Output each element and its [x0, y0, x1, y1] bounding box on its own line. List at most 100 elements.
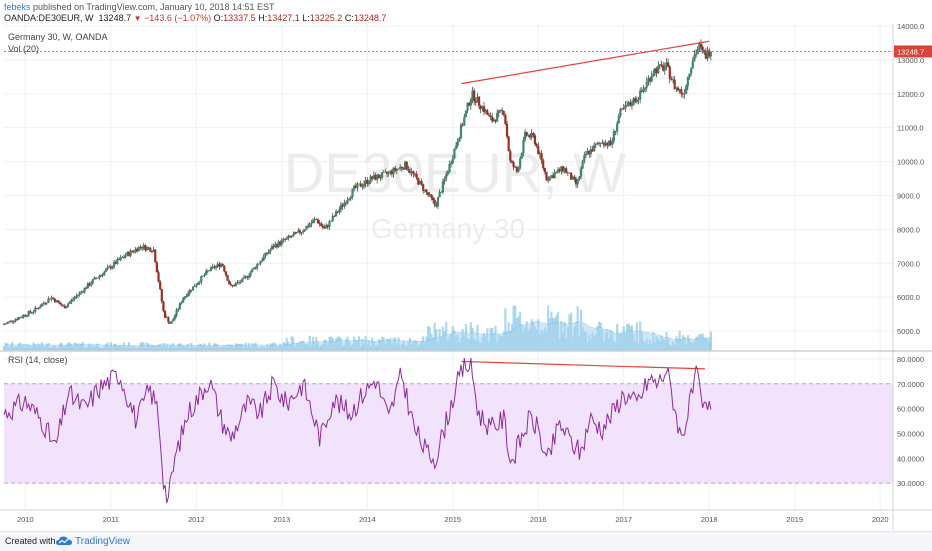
candle-body: [678, 89, 681, 91]
candle-body: [537, 145, 540, 155]
candle-body: [566, 172, 569, 174]
close-value: 13248.7: [353, 13, 387, 23]
candle-body: [389, 170, 392, 173]
candle-body: [191, 286, 195, 291]
volume-label[interactable]: Vol (20): [8, 44, 39, 54]
candle-body: [594, 144, 597, 146]
candle-body: [579, 168, 583, 177]
candle-body: [395, 169, 398, 171]
candle-body: [113, 261, 116, 267]
candle-body: [374, 175, 377, 180]
candle-body: [436, 197, 440, 207]
candle-body: [308, 224, 311, 227]
candle-body: [285, 238, 288, 240]
candle-body: [25, 315, 29, 317]
candle-body: [647, 78, 650, 82]
candle-body: [565, 168, 568, 173]
candle-body: [376, 174, 379, 180]
trendlines[interactable]: [461, 40, 710, 370]
candle-body: [338, 209, 341, 213]
author-link[interactable]: febeks: [4, 2, 31, 12]
price-panel-title[interactable]: Germany 30, W, OANDA: [8, 32, 108, 42]
candle-body: [14, 319, 17, 322]
candle-body: [109, 266, 112, 269]
candle-body: [404, 161, 407, 170]
time-tick-label: 2010: [17, 515, 34, 524]
price-candles: [2, 39, 712, 326]
candle-body: [117, 259, 121, 260]
candle-body: [114, 261, 117, 264]
candle-body: [563, 168, 566, 172]
candle-body: [694, 53, 698, 56]
candle-body: [170, 321, 173, 324]
candle-body: [330, 220, 333, 222]
candle-body: [685, 85, 688, 94]
candle-body: [35, 307, 38, 309]
candle-body: [229, 284, 232, 286]
candle-body: [361, 186, 364, 188]
price-tick-label: 10000.0: [897, 158, 924, 167]
candle-body: [640, 90, 643, 92]
volume-bar: [512, 305, 515, 350]
candle-body: [482, 106, 486, 113]
candle-body: [67, 303, 70, 307]
candle-body: [214, 266, 218, 269]
candle-body: [425, 189, 428, 193]
candle-body: [249, 272, 252, 276]
candle-body: [152, 249, 155, 252]
candle-body: [160, 289, 163, 302]
candle-body: [252, 267, 255, 269]
candle-body: [310, 222, 313, 225]
candle-body: [367, 182, 371, 184]
price-tick-label: 14000.0: [897, 24, 924, 31]
candle-body: [53, 299, 57, 303]
rsi-line: [3, 358, 712, 503]
volume-bar: [504, 308, 507, 350]
candle-body: [504, 114, 507, 124]
candle-body: [277, 241, 280, 248]
candle-body: [699, 43, 703, 47]
candle-body: [453, 148, 456, 159]
chart-canvas[interactable]: DE30EUR, W Germany 30 14000.013000.01200…: [0, 24, 932, 531]
candle-body: [163, 311, 167, 318]
rsi-panel-title[interactable]: RSI (14, close): [8, 355, 68, 365]
tradingview-brand-link[interactable]: TradingView: [75, 536, 131, 547]
candle-body: [556, 169, 560, 172]
candle-body: [454, 145, 458, 149]
symbol-label[interactable]: OANDA:DE30EUR, W: [4, 13, 94, 23]
candle-body: [343, 202, 346, 207]
candle-body: [29, 311, 32, 313]
candle-body: [339, 204, 343, 210]
candle-body: [701, 46, 704, 50]
candle-body: [602, 143, 606, 146]
candle-body: [228, 280, 231, 285]
candle-body: [423, 189, 426, 191]
candle-body: [19, 317, 22, 319]
candle-body: [543, 167, 546, 172]
candle-body: [473, 90, 476, 102]
price-tick-label: 12000.0: [897, 90, 924, 99]
candle-body: [172, 318, 175, 322]
candle-body: [193, 286, 196, 288]
price-tick-label: 6000.0: [897, 293, 920, 302]
candle-body: [499, 109, 502, 111]
candle-body: [709, 51, 712, 57]
candle-body: [47, 298, 50, 303]
candle-body: [63, 305, 66, 309]
candle-body: [514, 167, 517, 168]
candle-body: [500, 109, 504, 111]
volume-bar: [290, 336, 293, 350]
candle-body: [550, 175, 553, 177]
candle-body: [22, 314, 25, 318]
candle-body: [280, 240, 283, 245]
price-tick-label: 13000.0: [897, 56, 924, 65]
candle-body: [39, 306, 42, 309]
candle-body: [428, 194, 431, 196]
candle-body: [103, 271, 106, 276]
candle-body: [538, 153, 541, 155]
candle-body: [494, 119, 497, 122]
candle-body: [509, 151, 512, 161]
candle-body: [366, 179, 369, 184]
candle-body: [150, 251, 154, 253]
candle-body: [20, 317, 24, 318]
